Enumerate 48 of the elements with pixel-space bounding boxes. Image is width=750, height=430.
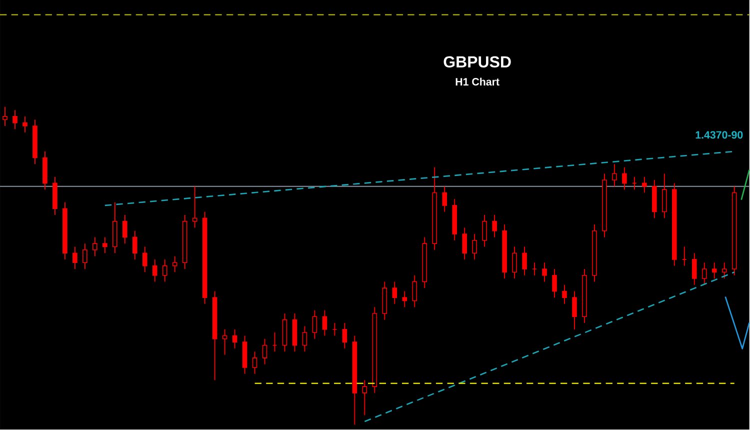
candlestick — [562, 284, 567, 305]
candlestick — [322, 310, 328, 336]
candlestick — [232, 329, 238, 350]
candlestick — [362, 380, 368, 416]
candlestick — [712, 262, 717, 280]
candlestick — [692, 252, 697, 286]
candlestick — [392, 281, 398, 305]
candlestick — [72, 246, 78, 270]
candlestick — [102, 236, 108, 254]
candlestick — [722, 262, 727, 280]
candlestick — [402, 290, 408, 308]
candlestick — [262, 338, 268, 365]
candlestick — [472, 234, 477, 260]
candlestick — [302, 326, 308, 352]
candlestick — [412, 275, 418, 308]
candlestick — [122, 214, 128, 244]
candlestick — [162, 259, 168, 282]
candlestick — [512, 246, 517, 280]
candlestick — [92, 236, 98, 257]
candlestick — [622, 167, 627, 190]
candlestick — [442, 186, 447, 212]
candlestick — [612, 164, 617, 188]
candlestick — [552, 268, 557, 298]
candlestick — [342, 322, 348, 350]
candlestick — [152, 259, 158, 282]
candlestick — [222, 329, 228, 356]
candlestick — [542, 262, 547, 282]
candlestick — [82, 243, 88, 270]
candlestick — [522, 246, 527, 276]
candlestick — [172, 256, 178, 273]
candlestick — [702, 262, 707, 286]
chart-title: GBPUSD — [444, 56, 511, 68]
candlestick — [12, 110, 18, 130]
candlestick — [132, 230, 138, 260]
candlestick — [312, 310, 318, 340]
annotation: 1.4370-90 — [696, 131, 743, 139]
candlestick — [2, 106, 8, 127]
chart-subtitle: H1 Chart — [456, 78, 500, 86]
candlestick — [642, 176, 647, 194]
candlestick — [192, 186, 198, 228]
candlestick — [572, 290, 577, 330]
candlestick — [462, 227, 467, 260]
candlestick — [492, 214, 497, 238]
candlestick — [662, 173, 667, 219]
candlestick — [142, 246, 148, 273]
candlestick — [22, 116, 28, 133]
candlestick — [252, 351, 258, 374]
candlestick — [482, 214, 487, 248]
